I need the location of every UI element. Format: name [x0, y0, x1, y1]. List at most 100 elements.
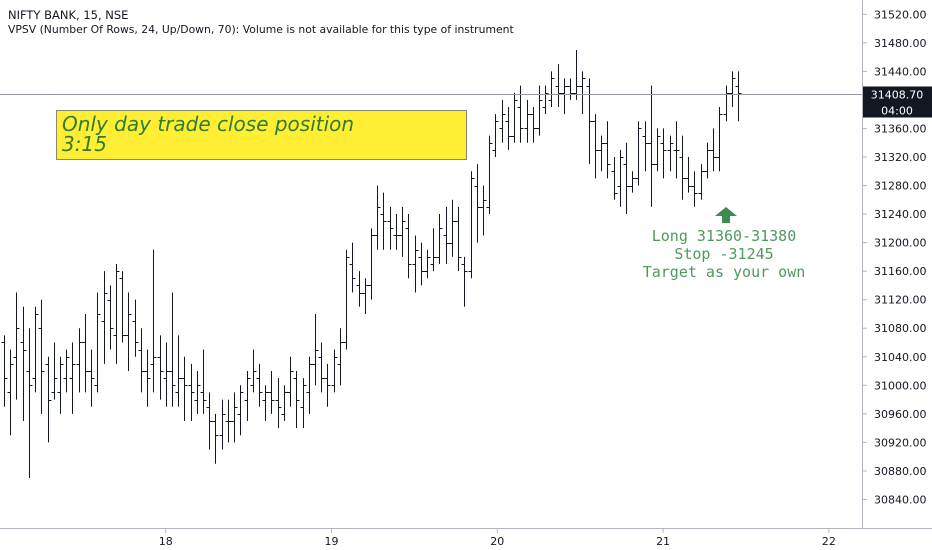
ohlc-bar: [26, 328, 33, 479]
y-tick-label: 31200.00: [874, 237, 927, 250]
ohlc-bar: [275, 378, 282, 429]
ohlc-bar: [405, 214, 412, 279]
ohlc-bar: [312, 313, 319, 386]
ohlc-bar: [101, 271, 108, 364]
ohlc-bar: [63, 349, 70, 393]
last-price-marker: 31408.70 04:00: [863, 86, 932, 118]
ohlc-bar: [511, 92, 518, 143]
ohlc-bar: [393, 214, 400, 250]
ohlc-bar: [132, 299, 139, 357]
ohlc-bar: [244, 371, 251, 421]
ohlc-bar: [231, 392, 238, 443]
ohlc-bar: [32, 306, 39, 393]
ohlc-bar: [623, 142, 630, 215]
ohlc-bar: [449, 199, 456, 257]
ohlc-bar: [691, 171, 698, 207]
ohlc-bar: [69, 342, 76, 414]
y-tick-label: 30880.00: [874, 465, 927, 478]
y-tick-label: 31080.00: [874, 322, 927, 335]
ohlc-bar: [542, 85, 549, 115]
note-line-1: Only day trade close position: [62, 112, 355, 136]
last-price-label: 31408.70: [871, 89, 924, 102]
trade-entry-text: Long 31360-31380: [651, 227, 797, 245]
y-tick-label: 31120.00: [874, 294, 927, 307]
ohlc-bar: [194, 371, 201, 414]
ohlc-bar: [635, 121, 642, 186]
ohlc-bar: [723, 85, 730, 122]
ohlc-bar: [268, 371, 275, 414]
ohlc-bar: [517, 85, 524, 143]
price-axis[interactable]: 31520.0031480.0031440.0031400.0031360.00…: [862, 8, 927, 506]
x-tick-label: 19: [325, 535, 339, 548]
ohlc-bar: [704, 142, 711, 179]
ohlc-bars: [1, 49, 742, 479]
ohlc-bar: [45, 356, 52, 443]
ohlc-bar: [436, 214, 443, 264]
chart-symbol-title[interactable]: NIFTY BANK, 15, NSE: [8, 8, 129, 22]
y-tick-label: 31280.00: [874, 180, 927, 193]
ohlc-bar: [349, 242, 356, 293]
ohlc-bar: [237, 385, 244, 436]
y-tick-label: 31160.00: [874, 265, 927, 278]
ohlc-bar: [567, 78, 574, 100]
ohlc-bar: [486, 135, 493, 215]
ohlc-bar: [710, 128, 717, 172]
ohlc-bar: [499, 99, 506, 143]
ohlc-bar: [287, 356, 294, 407]
up-arrow-icon[interactable]: [715, 207, 737, 223]
ohlc-bar: [716, 107, 723, 172]
ohlc-bar: [38, 299, 45, 414]
ohlc-bar: [561, 78, 568, 115]
ohlc-bar: [412, 235, 419, 293]
ohlc-bar: [468, 171, 475, 279]
ohlc-bar: [188, 363, 195, 421]
ohlc-bar: [1, 335, 8, 407]
trade-annotation[interactable]: Long 31360-31380 Stop -31245 Target as y…: [596, 227, 852, 281]
y-tick-label: 31320.00: [874, 151, 927, 164]
ohlc-bar: [318, 342, 325, 393]
ohlc-bar: [611, 156, 618, 200]
ohlc-bar: [356, 271, 363, 307]
ohlc-bar: [480, 185, 487, 236]
ohlc-bar: [94, 292, 101, 393]
ohlc-bar: [368, 228, 375, 300]
ohlc-bar: [586, 78, 593, 165]
note-box[interactable]: Only day trade close position 3:15: [56, 110, 467, 160]
ohlc-bar: [530, 107, 537, 143]
ohlc-bar: [219, 399, 226, 450]
ohlc-bar: [324, 363, 331, 407]
ohlc-bar: [461, 256, 468, 307]
ohlc-bar: [598, 135, 605, 172]
ohlc-bar: [524, 99, 531, 143]
ohlc-bar: [548, 71, 555, 108]
ohlc-bar: [667, 135, 674, 172]
note-line-2: 3:15: [62, 132, 107, 156]
ohlc-bar: [206, 392, 213, 450]
ohlc-bar: [256, 363, 263, 407]
ohlc-bar: [144, 349, 151, 407]
ohlc-bar: [200, 349, 207, 414]
time-axis[interactable]: 18 19 20 21 22: [159, 528, 836, 548]
ohlc-bar: [654, 128, 661, 172]
ohlc-bar: [642, 121, 649, 172]
ohlc-bar: [212, 413, 219, 464]
ohlc-bar: [579, 71, 586, 115]
y-tick-label: 31440.00: [874, 65, 927, 78]
ohlc-bar: [380, 192, 387, 250]
y-tick-label: 30960.00: [874, 408, 927, 421]
ohlc-bar: [424, 249, 431, 279]
ohlc-bar: [125, 292, 132, 372]
indicator-legend[interactable]: VPSV (Number Of Rows, 24, Up/Down, 70): …: [8, 23, 514, 36]
ohlc-bar: [617, 149, 624, 207]
x-tick-label: 22: [822, 535, 836, 548]
ohlc-bar: [387, 206, 394, 250]
ohlc-bar: [300, 378, 307, 429]
ohlc-bar: [418, 242, 425, 286]
ohlc-bar: [250, 349, 257, 393]
ohlc-bar: [157, 335, 164, 400]
ohlc-bar: [57, 356, 64, 414]
ohlc-bar: [729, 71, 736, 108]
ohlc-bar: [443, 206, 450, 264]
ohlc-bar: [225, 399, 232, 443]
